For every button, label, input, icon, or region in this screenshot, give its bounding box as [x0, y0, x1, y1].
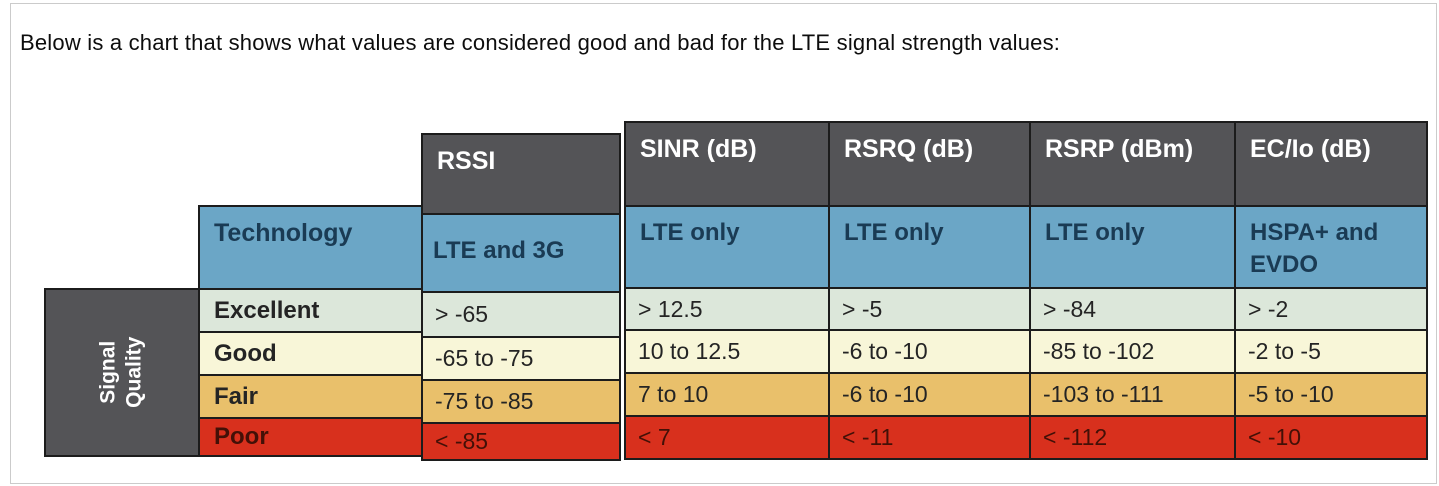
- column-ecio: EC/Io (dB) HSPA+ and EVDO > -2 -2 to -5 …: [1234, 123, 1428, 458]
- rsrp-header: RSRP (dBm): [1031, 123, 1234, 205]
- rsrq-excellent-value: > -5: [830, 287, 1029, 329]
- rssi-excellent-value: > -65: [423, 291, 619, 336]
- rssi-good-value: -65 to -75: [423, 336, 619, 379]
- sinr-technology: LTE only: [626, 205, 828, 287]
- caption: Below is a chart that shows what values …: [20, 30, 1061, 55]
- column-sinr: SINR (dB) LTE only > 12.5 10 to 12.5 7 t…: [624, 123, 828, 458]
- quality-label-good: Good: [200, 331, 421, 374]
- rsrq-fair-value: -6 to -10: [830, 372, 1029, 415]
- quality-label-poor: Poor: [200, 417, 421, 455]
- quality-label-excellent: Excellent: [200, 288, 421, 331]
- rsrp-excellent-value: > -84: [1031, 287, 1234, 329]
- rssi-fair-value: -75 to -85: [423, 379, 619, 422]
- sinr-poor-value: < 7: [626, 415, 828, 458]
- column-rssi: RSSI LTE and 3G > -65 -65 to -75 -75 to …: [421, 133, 621, 461]
- ecio-fair-value: -5 to -10: [1236, 372, 1426, 415]
- sinr-fair-value: 7 to 10: [626, 372, 828, 415]
- rssi-technology: LTE and 3G: [423, 213, 619, 291]
- rssi-header: RSSI: [423, 135, 619, 213]
- signal-quality-line1: Signal: [96, 341, 120, 405]
- rsrq-technology: LTE only: [830, 205, 1029, 287]
- column-rsrp: RSRP (dBm) LTE only > -84 -85 to -102 -1…: [1029, 123, 1234, 458]
- rsrq-header: RSRQ (dB): [830, 123, 1029, 205]
- sinr-good-value: 10 to 12.5: [626, 329, 828, 372]
- rsrq-good-value: -6 to -10: [830, 329, 1029, 372]
- ecio-poor-value: < -10: [1236, 415, 1426, 458]
- ecio-header: EC/Io (dB): [1236, 123, 1426, 205]
- rsrp-poor-value: < -112: [1031, 415, 1234, 458]
- column-rsrq: RSRQ (dB) LTE only > -5 -6 to -10 -6 to …: [828, 123, 1029, 458]
- sinr-header: SINR (dB): [626, 123, 828, 205]
- metric-column-group: SINR (dB) LTE only > 12.5 10 to 12.5 7 t…: [624, 121, 1428, 460]
- rssi-poor-value: < -85: [423, 422, 619, 459]
- ecio-excellent-value: > -2: [1236, 287, 1426, 329]
- signal-quality-corner: Signal Quality: [44, 288, 200, 457]
- sinr-excellent-value: > 12.5: [626, 287, 828, 329]
- rsrp-technology: LTE only: [1031, 205, 1234, 287]
- quality-label-fair: Fair: [200, 374, 421, 417]
- quality-label-column: Technology Excellent Good Fair Poor: [198, 205, 423, 457]
- rsrq-poor-value: < -11: [830, 415, 1029, 458]
- rsrp-good-value: -85 to -102: [1031, 329, 1234, 372]
- rsrp-fair-value: -103 to -111: [1031, 372, 1234, 415]
- signal-quality-label: Signal Quality: [96, 337, 149, 408]
- technology-row-header: Technology: [200, 207, 421, 288]
- signal-quality-line2: Quality: [123, 336, 146, 409]
- ecio-good-value: -2 to -5: [1236, 329, 1426, 372]
- ecio-technology: HSPA+ and EVDO: [1236, 205, 1426, 287]
